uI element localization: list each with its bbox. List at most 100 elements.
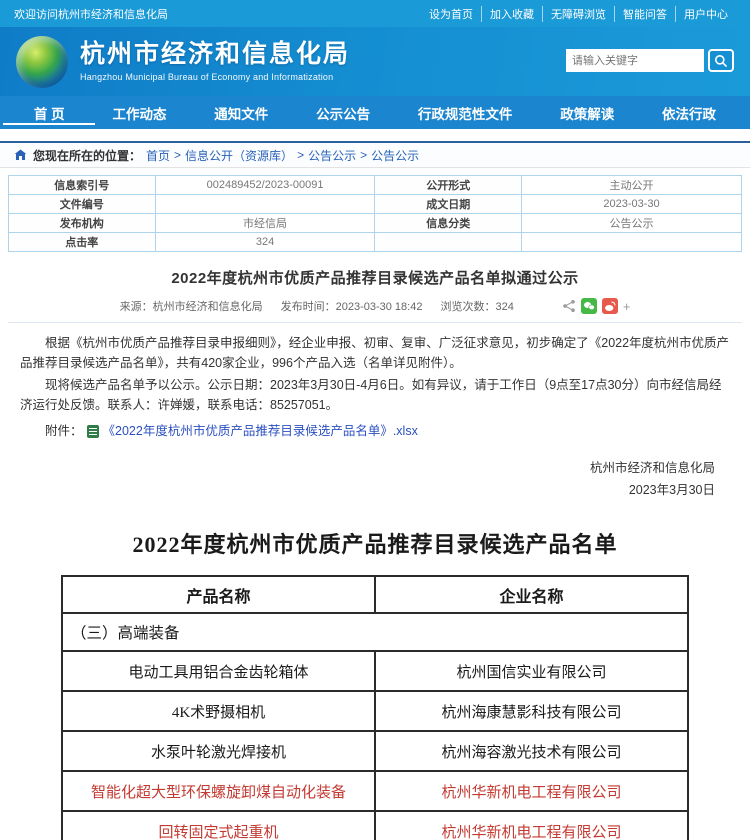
weibo-share-icon[interactable]: [601, 298, 618, 314]
meta-value-publish-form: 主动公开: [521, 175, 742, 195]
meta-value-index-number: 002489452/2023-00091: [154, 175, 376, 195]
table-row-highlighted: 智能化超大型环保螺旋卸煤自动化装备 杭州华新机电工程有限公司: [61, 770, 689, 812]
site-title-block: 杭州市经济和信息化局 Hangzhou Municipal Bureau of …: [80, 41, 350, 82]
product-cell: 水泵叶轮激光焊接机: [61, 730, 376, 772]
meta-value-category: 公告公示: [521, 213, 742, 233]
meta-value-clicks: 324: [154, 232, 376, 252]
attachment-line: 附件： 《2022年度杭州市优质产品推荐目录候选产品名单》.xlsx: [20, 421, 730, 441]
nav-item-law-administration[interactable]: 依法行政: [662, 106, 717, 122]
site-title: 杭州市经济和信息化局: [80, 40, 351, 69]
search-input[interactable]: [566, 49, 704, 72]
table-row: 电动工具用铝合金齿轮箱体 杭州国信实业有限公司: [61, 650, 689, 692]
share-icon[interactable]: [562, 299, 576, 313]
wechat-share-icon[interactable]: [580, 298, 597, 314]
meta-label: 文件编号: [8, 194, 156, 214]
table-row: 4K术野摄相机 杭州海康慧影科技有限公司: [61, 690, 689, 732]
meta-label: 成文日期: [374, 194, 523, 214]
nav-item-notices[interactable]: 通知文件: [214, 106, 269, 122]
nav-item-home[interactable]: 首 页: [24, 96, 75, 129]
company-cell: 杭州海康慧影科技有限公司: [374, 690, 689, 732]
meta-label: 发布机构: [8, 213, 156, 233]
views-value: 324: [495, 301, 514, 313]
source-value: 杭州市经济和信息化局: [152, 301, 263, 313]
column-header-product: 产品名称: [61, 575, 376, 614]
site-header: 杭州市经济和信息化局 Hangzhou Municipal Bureau of …: [0, 27, 750, 96]
product-list-table: 产品名称 企业名称 （三）高端装备 电动工具用铝合金齿轮箱体 杭州国信实业有限公…: [61, 575, 689, 840]
set-homepage-link[interactable]: 设为首页: [421, 5, 482, 22]
embedded-document: 2022年度杭州市优质产品推荐目录候选产品名单 产品名称 企业名称 （三）高端装…: [55, 527, 695, 840]
paragraph-intro: 根据《杭州市优质产品推荐目录申报细则》，经企业申报、初审、复审、广泛征求意见，初…: [20, 336, 730, 370]
company-cell: 杭州国信实业有限公司: [374, 650, 689, 692]
paragraph-publicity: 现将候选产品名单予以公示。公示日期：2023年3月30日-4月6日。如有异议，请…: [20, 378, 722, 412]
meta-label: 公开形式: [374, 175, 523, 195]
article-pubtime: 发布时间：2023-03-30 18:42: [281, 298, 423, 314]
table-row: 水泵叶轮激光焊接机 杭州海容激光技术有限公司: [61, 730, 689, 772]
excel-file-icon: [86, 424, 99, 438]
attachment-label: 附件：: [45, 424, 83, 438]
product-cell: 4K术野摄相机: [61, 690, 376, 732]
breadcrumb-announcements-2[interactable]: 公告公示: [371, 148, 420, 163]
table-row-highlighted: 回转固定式起重机 杭州华新机电工程有限公司: [61, 810, 689, 840]
smart-qa-link[interactable]: 智能问答: [615, 5, 676, 22]
search-icon: [715, 54, 728, 67]
breadcrumb-info-disclosure[interactable]: 信息公开（资源库）: [185, 148, 294, 163]
nav-item-regulatory-documents[interactable]: 行政规范性文件: [417, 106, 513, 122]
spacer: [0, 129, 750, 141]
meta-label: [374, 232, 523, 252]
main-nav: 首 页 工作动态 通知文件 公示公告 行政规范性文件 政策解读 依法行政: [0, 96, 750, 129]
article-title: 2022年度杭州市优质产品推荐目录候选产品名单拟通过公示: [171, 270, 579, 287]
breadcrumb-separator: >: [297, 148, 305, 162]
company-cell: 杭州海容激光技术有限公司: [374, 730, 689, 772]
article-source: 来源：杭州市经济和信息化局: [120, 298, 263, 314]
meta-value-date: 2023-03-30: [521, 194, 742, 214]
top-utility-bar: 欢迎访问杭州市经济和信息化局 设为首页 加入收藏 无障碍浏览 智能问答 用户中心: [0, 0, 750, 27]
table-section-row: （三）高端装备: [61, 612, 689, 652]
nav-item-policy-interpretation[interactable]: 政策解读: [560, 106, 615, 122]
signature-date: 2023年3月30日: [628, 483, 715, 497]
article-meta: 来源：杭州市经济和信息化局 发布时间：2023-03-30 18:42 浏览次数…: [8, 298, 742, 323]
product-cell: 智能化超大型环保螺旋卸煤自动化装备: [61, 770, 376, 812]
breadcrumb-announcements[interactable]: 公告公示: [308, 148, 357, 163]
nav-item-work-news[interactable]: 工作动态: [112, 106, 167, 122]
breadcrumb-separator: >: [174, 148, 182, 162]
meta-row: 点击率 324: [8, 232, 742, 252]
section-label: （三）高端装备: [61, 612, 689, 652]
attachment-link[interactable]: 《2022年度杭州市优质产品推荐目录候选产品名单》.xlsx: [102, 424, 418, 438]
accessibility-link[interactable]: 无障碍浏览: [543, 5, 615, 22]
table-header-row: 产品名称 企业名称: [61, 575, 689, 614]
breadcrumb-label: 您现在所在的位置：: [33, 148, 142, 163]
nav-item-public-announcements[interactable]: 公示公告: [316, 106, 371, 122]
source-label: 来源：: [119, 301, 153, 313]
product-cell: 电动工具用铝合金齿轮箱体: [61, 650, 376, 692]
meta-label: 点击率: [8, 232, 156, 252]
pubtime-label: 发布时间：: [280, 301, 336, 313]
article-views: 浏览次数：324: [440, 298, 513, 314]
product-cell: 回转固定式起重机: [61, 810, 376, 840]
breadcrumb-home[interactable]: 首页: [146, 148, 171, 163]
bureau-logo-icon: [16, 35, 68, 88]
meta-value-issuing-agency: 市经信局: [154, 213, 376, 233]
user-center-link[interactable]: 用户中心: [684, 8, 728, 21]
meta-value-doc-number: [154, 194, 376, 214]
share-more-button[interactable]: +: [622, 298, 631, 314]
meta-label: 信息索引号: [8, 175, 156, 195]
meta-row: 信息索引号 002489452/2023-00091 公开形式 主动公开: [8, 175, 742, 195]
column-header-company: 企业名称: [374, 575, 689, 614]
company-cell: 杭州华新机电工程有限公司: [374, 810, 689, 840]
document-meta-table: 信息索引号 002489452/2023-00091 公开形式 主动公开 文件编…: [8, 175, 742, 252]
meta-row: 发布机构 市经信局 信息分类 公告公示: [8, 213, 742, 233]
meta-row: 文件编号 成文日期 2023-03-30: [8, 194, 742, 214]
utility-links: 设为首页 加入收藏 无障碍浏览 智能问答 用户中心: [421, 5, 736, 22]
breadcrumb: 您现在所在的位置： 首页 > 信息公开（资源库） > 公告公示 > 公告公示: [0, 141, 750, 168]
meta-value-empty: [521, 232, 742, 252]
views-label: 浏览次数：: [440, 301, 496, 313]
company-cell: 杭州华新机电工程有限公司: [374, 770, 689, 812]
article-signature: 杭州市经济和信息化局 2023年3月30日: [25, 457, 725, 501]
search-area: [566, 49, 734, 72]
welcome-text: 欢迎访问杭州市经济和信息化局: [14, 8, 168, 21]
meta-label: 信息分类: [374, 213, 523, 233]
search-button[interactable]: [708, 49, 734, 72]
document-title: 2022年度杭州市优质产品推荐目录候选产品名单: [132, 532, 618, 557]
add-favorite-link[interactable]: 加入收藏: [482, 5, 543, 22]
home-icon: [14, 149, 27, 161]
